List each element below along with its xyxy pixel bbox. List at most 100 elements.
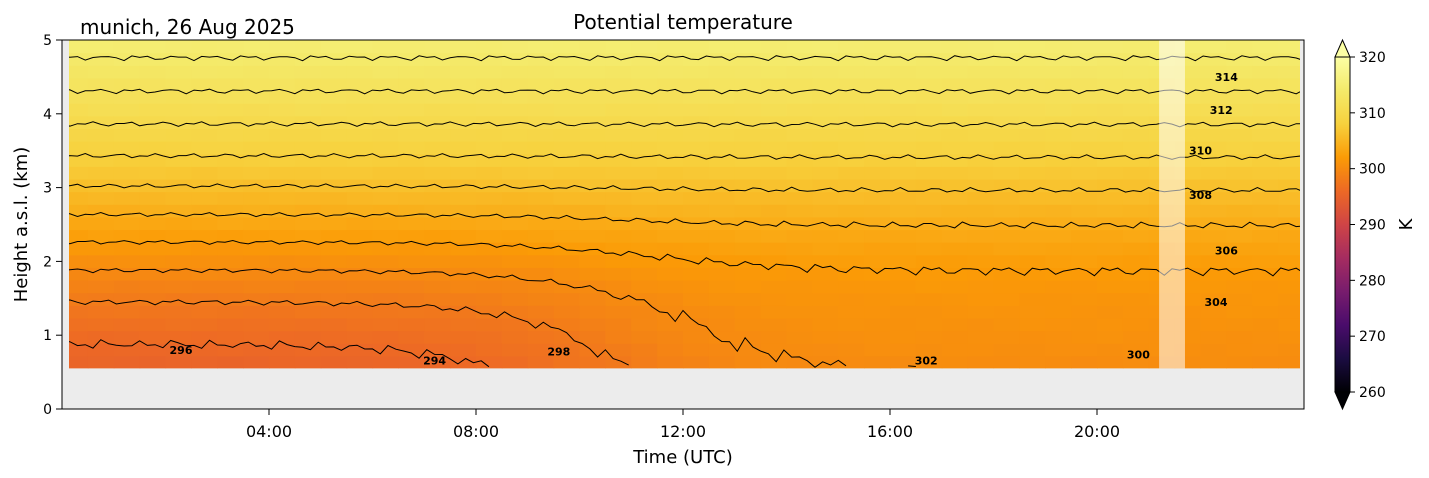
heatmap-cell: [890, 292, 917, 306]
heatmap-cell: [1252, 267, 1279, 281]
heatmap-cell: [1097, 153, 1124, 167]
heatmap-cell: [1045, 305, 1072, 319]
heatmap-cell: [1122, 242, 1150, 256]
heatmap-cell: [501, 279, 529, 294]
heatmap-cell: [812, 279, 839, 294]
heatmap-cell: [812, 40, 839, 54]
heatmap-cell: [1252, 204, 1279, 218]
heatmap-cell: [1226, 52, 1253, 66]
heatmap-cell: [890, 141, 917, 155]
heatmap-cell: [631, 254, 658, 268]
heatmap-cell: [1226, 242, 1253, 256]
heatmap-cell: [786, 254, 813, 268]
heatmap-cell: [812, 355, 839, 369]
heatmap-cell: [864, 40, 891, 54]
heatmap-cell: [631, 166, 658, 180]
heatmap-cell: [294, 317, 322, 332]
heatmap-cell: [424, 204, 451, 218]
heatmap-cell: [1226, 317, 1253, 332]
heatmap-cell: [1200, 90, 1227, 104]
heatmap-cell: [1200, 355, 1227, 369]
heatmap-cell: [217, 166, 244, 180]
colorbar-extend-max: [1334, 38, 1351, 58]
heatmap-cell: [501, 65, 529, 79]
heatmap-cell: [243, 292, 270, 306]
location-date-label: munich, 26 Aug 2025: [80, 15, 295, 39]
heatmap-cell: [1252, 242, 1279, 256]
heatmap-cell: [760, 52, 788, 66]
heatmap-cell: [864, 254, 891, 268]
heatmap-cell: [424, 77, 451, 92]
heatmap-cell: [398, 279, 425, 294]
heatmap-cell: [786, 153, 813, 167]
heatmap-cell: [398, 254, 425, 268]
heatmap-cell: [527, 355, 555, 369]
heatmap-cell: [967, 178, 995, 193]
heatmap-cell: [812, 267, 839, 281]
heatmap-cell: [786, 242, 813, 256]
heatmap-cell: [1071, 216, 1098, 231]
heatmap-cell: [631, 279, 658, 294]
heatmap-cell: [165, 65, 192, 79]
heatmap-cell: [269, 305, 296, 319]
heatmap-cell: [139, 204, 167, 218]
heatmap-cell: [243, 242, 270, 256]
heatmap-cell: [631, 52, 658, 66]
heatmap-cell: [760, 103, 788, 117]
heatmap-cell: [320, 355, 348, 369]
heatmap-cell: [113, 279, 141, 294]
heatmap-cell: [890, 90, 917, 104]
heatmap-cell: [113, 305, 141, 319]
heatmap-cell: [398, 355, 425, 369]
heatmap-cell: [786, 267, 813, 281]
heatmap-cell: [139, 65, 167, 79]
heatmap-cell: [87, 52, 115, 66]
heatmap-cell: [864, 292, 891, 306]
heatmap-cell: [1097, 355, 1124, 369]
heatmap-cell: [1097, 166, 1124, 180]
heatmap-cell: [372, 317, 399, 332]
heatmap-cell: [139, 153, 167, 167]
heatmap-cell: [553, 305, 581, 319]
heatmap-cell: [294, 191, 322, 205]
heatmap-cell: [993, 128, 1020, 142]
heatmap-cell: [450, 128, 477, 142]
heatmap-cell: [346, 141, 374, 155]
heatmap-cell: [553, 90, 581, 104]
heatmap-cell: [243, 128, 270, 142]
heatmap-cell: [967, 153, 995, 167]
heatmap-cell: [657, 65, 684, 79]
heatmap-cell: [69, 305, 89, 319]
heatmap-cell: [527, 141, 555, 155]
heatmap-cell: [527, 343, 555, 357]
heatmap-cell: [967, 242, 995, 256]
heatmap-cell: [346, 191, 374, 205]
heatmap-cell: [1122, 40, 1150, 54]
heatmap-cell: [1045, 115, 1072, 130]
heatmap-cell: [217, 115, 244, 130]
heatmap-cell: [450, 317, 477, 332]
contour-label: 312: [1210, 104, 1233, 117]
heatmap-cell: [605, 330, 632, 344]
heatmap-cell: [243, 216, 270, 231]
heatmap-cell: [657, 115, 684, 130]
heatmap-cell: [139, 242, 167, 256]
heatmap-cell: [838, 52, 865, 66]
heatmap-cell: [760, 242, 788, 256]
heatmap-cell: [657, 204, 684, 218]
heatmap-cell: [890, 305, 917, 319]
contour-label: 294: [423, 354, 446, 367]
heatmap-cell: [1252, 52, 1279, 66]
heatmap-cell: [734, 141, 762, 155]
heatmap-cell: [683, 279, 710, 294]
heatmap-cell: [87, 141, 115, 155]
heatmap-cell: [139, 355, 167, 369]
heatmap-cell: [1122, 229, 1150, 243]
heatmap-cell: [967, 90, 995, 104]
heatmap-cell: [1252, 254, 1279, 268]
heatmap-cell: [476, 65, 503, 79]
heatmap-cell: [1226, 279, 1253, 294]
heatmap-cell: [708, 115, 736, 130]
heatmap-cell: [1019, 216, 1046, 231]
heatmap-cell: [579, 128, 606, 142]
